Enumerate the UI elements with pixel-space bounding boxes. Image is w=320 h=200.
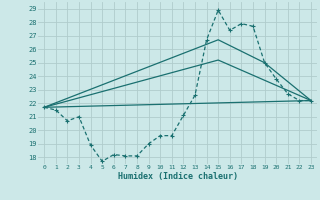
X-axis label: Humidex (Indice chaleur): Humidex (Indice chaleur) [118, 172, 238, 181]
